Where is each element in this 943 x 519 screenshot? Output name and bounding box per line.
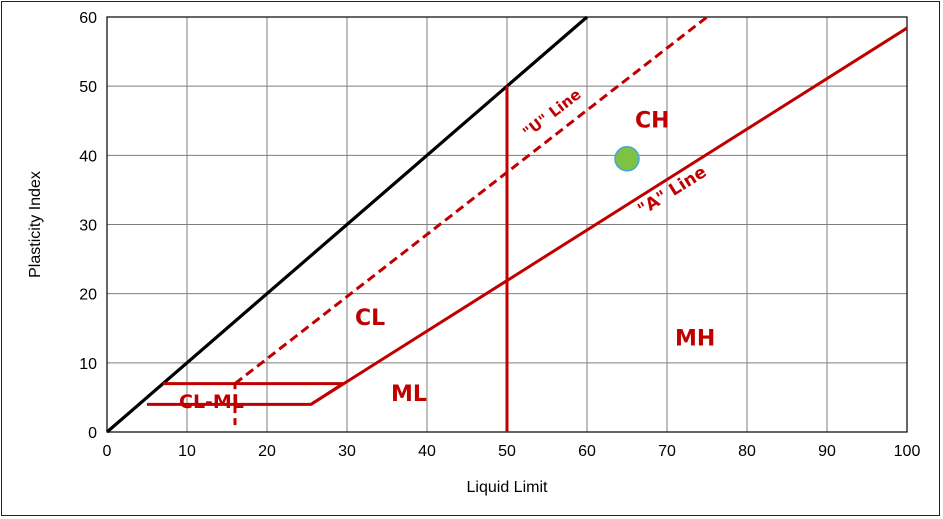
zone-labels: CH CL MH ML CL-ML: [179, 109, 715, 413]
x-tick-label: 90: [818, 443, 836, 460]
data-points: [614, 146, 640, 172]
x-tick-label: 100: [894, 443, 921, 460]
zone-label-ml: ML: [391, 382, 427, 407]
zone-label-cl-ml: CL-ML: [179, 391, 244, 413]
y-tick-label: 30: [79, 218, 97, 235]
y-tick-label: 50: [79, 79, 97, 96]
zone-label-cl: CL: [355, 306, 385, 331]
y-tick-labels: 0 10 20 30 40 50 60: [79, 10, 97, 442]
x-tick-label: 80: [738, 443, 756, 460]
a-line: [310, 26, 908, 406]
line-labels: "A" Line"U" Line: [519, 85, 710, 220]
y-tick-label: 10: [79, 356, 97, 373]
x-tick-label: 0: [103, 443, 112, 460]
x-tick-label: 70: [658, 443, 676, 460]
zone-label-ch: CH: [635, 109, 670, 134]
x-tick-label: 20: [258, 443, 276, 460]
zone-label-mh: MH: [675, 327, 715, 352]
x-tick-labels: 0 10 20 30 40 50 60 70 80 90 100: [103, 443, 921, 460]
data-point: [614, 146, 640, 172]
x-axis-label: Liquid Limit: [467, 479, 548, 496]
x-tick-label: 40: [418, 443, 436, 460]
u-line: [234, 15, 708, 385]
chart-lines: [105, 15, 908, 434]
x-tick-label: 60: [578, 443, 596, 460]
x-tick-label: 50: [498, 443, 516, 460]
y-tick-label: 0: [88, 425, 97, 442]
x-tick-label: 10: [178, 443, 196, 460]
y-tick-label: 60: [79, 10, 97, 27]
y-tick-label: 40: [79, 148, 97, 165]
y-tick-label: 20: [79, 287, 97, 304]
u-line-label: "U" Line: [519, 85, 584, 141]
x-tick-label: 30: [338, 443, 356, 460]
y-axis-label: Plasticity Index: [27, 171, 44, 278]
cl-ml-boundary: [147, 382, 349, 406]
